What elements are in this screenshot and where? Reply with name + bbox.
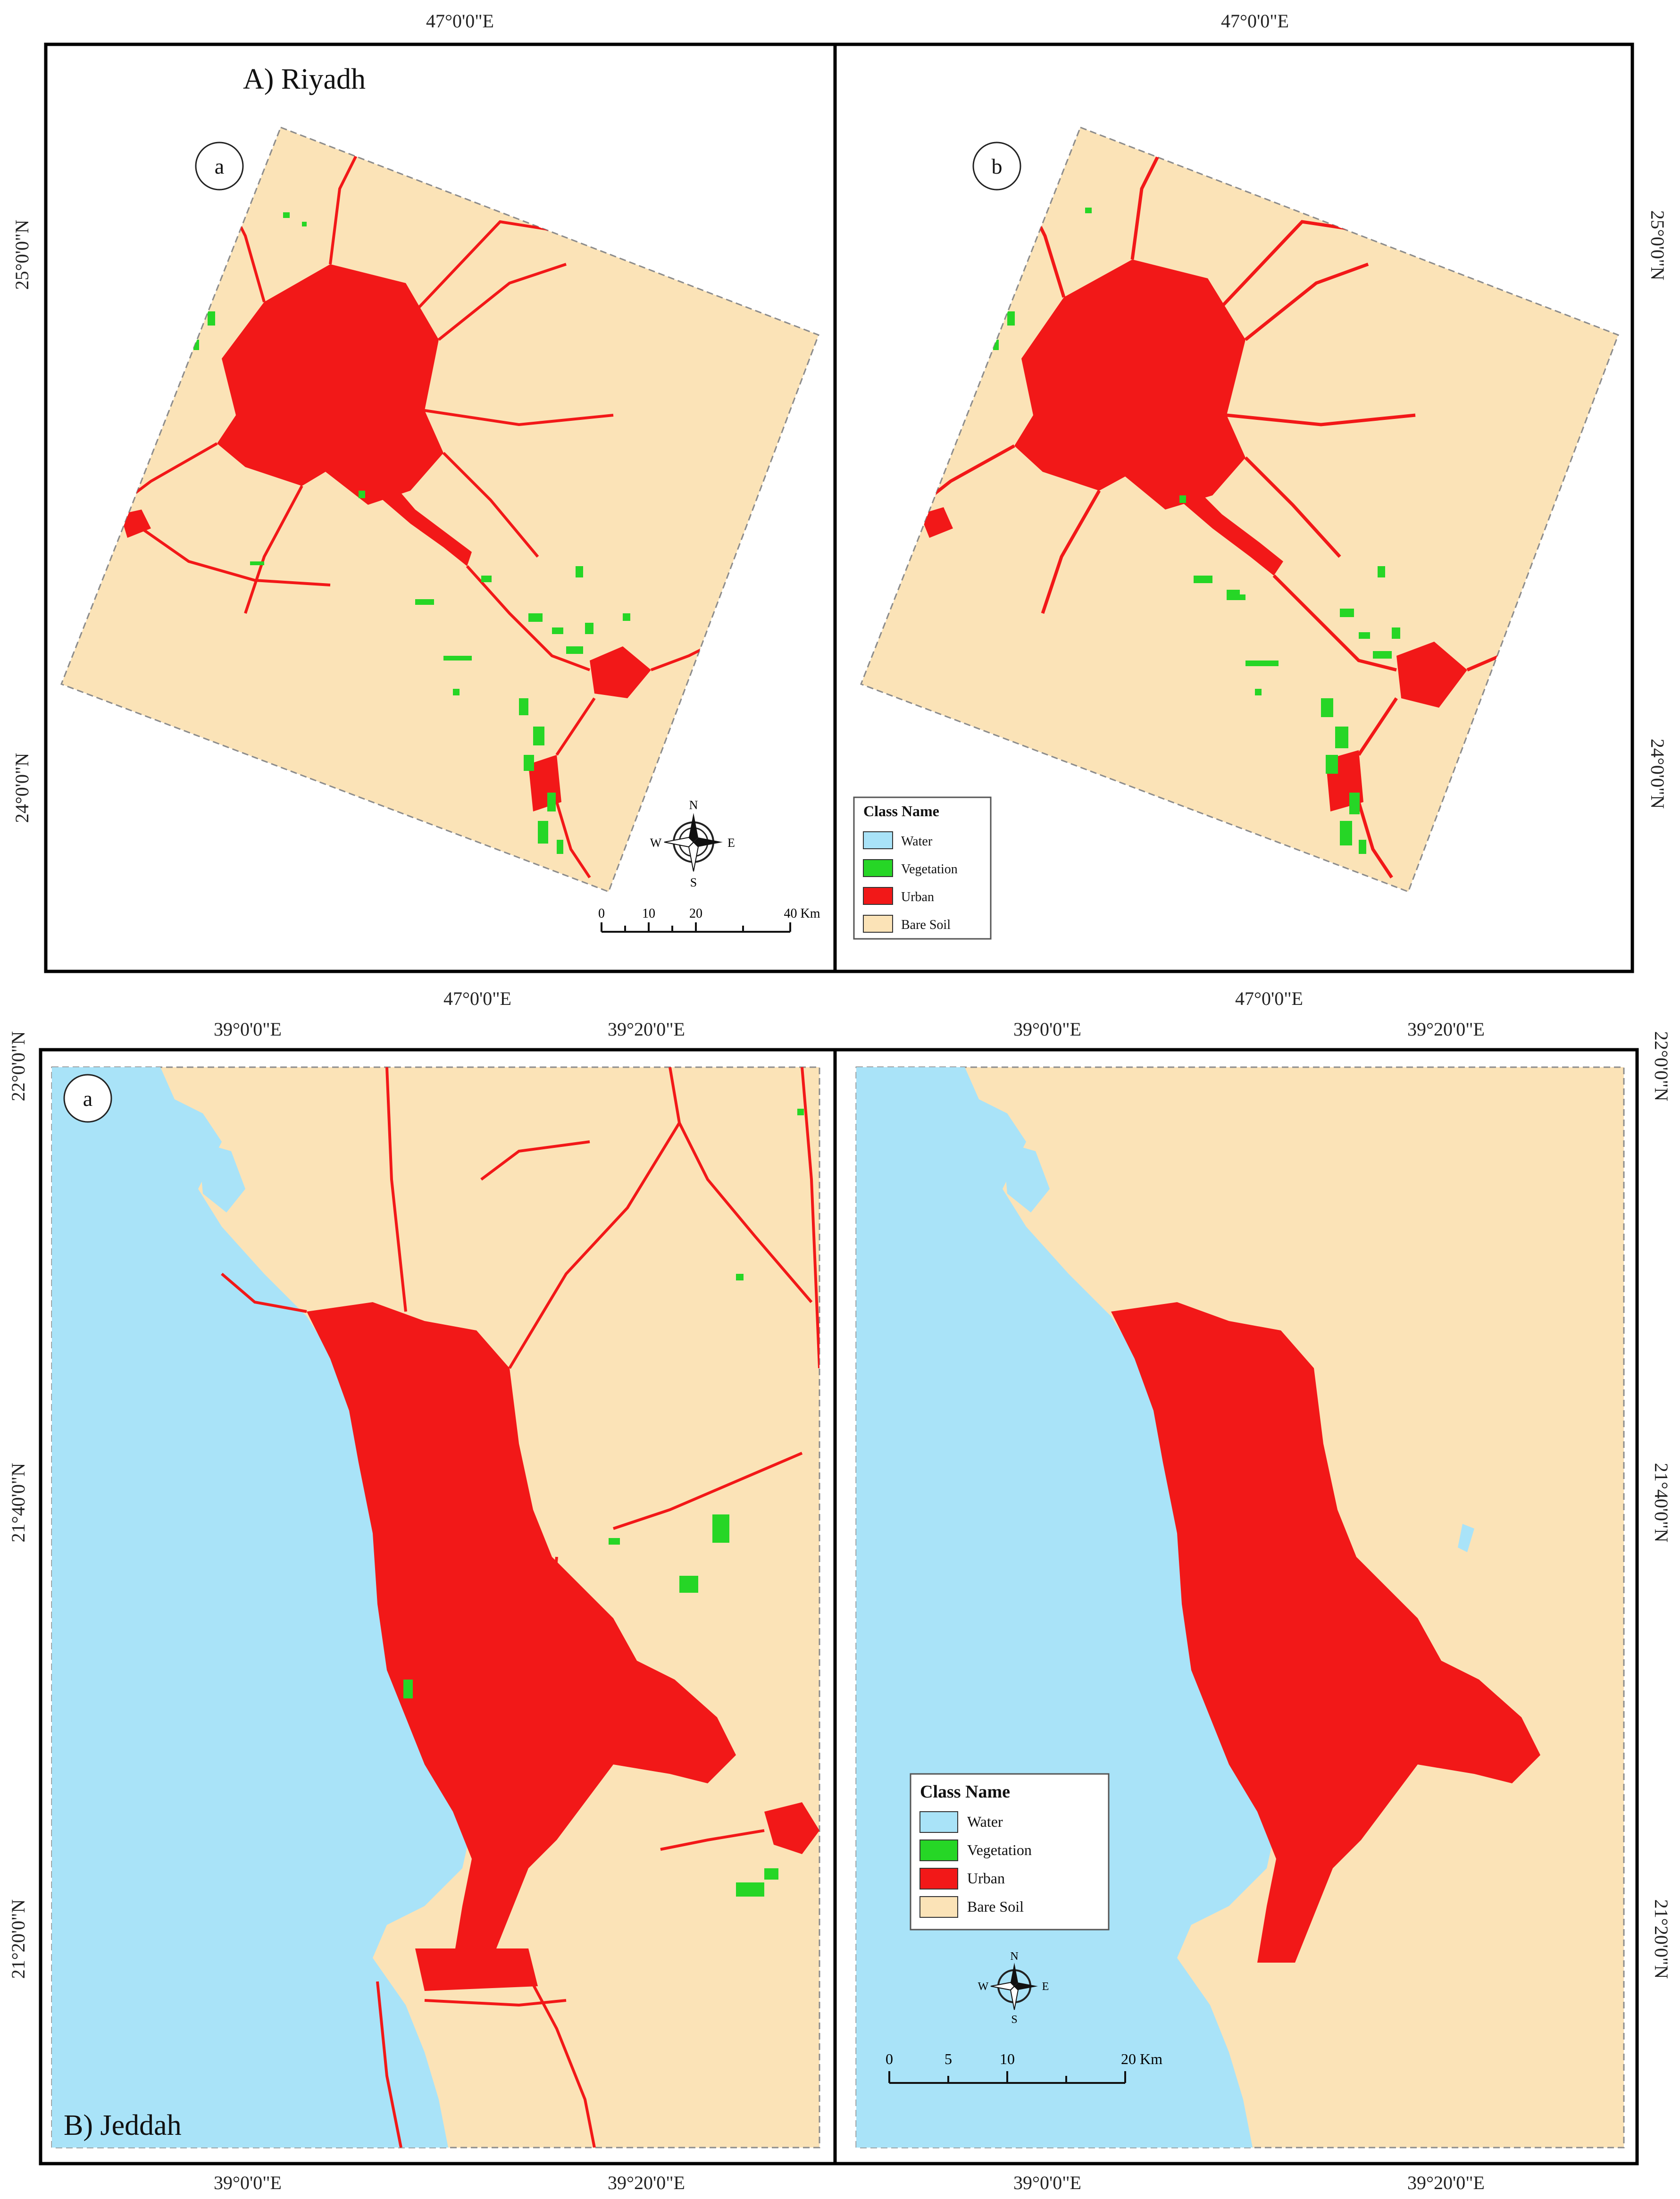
riyadh-compass-s: S: [690, 876, 697, 889]
riyadh-map-b: b: [860, 126, 1619, 893]
jeddah-label-circle-a: [63, 1074, 112, 1123]
riyadh-lat-upper-right: 25°0'0"N: [1647, 210, 1668, 280]
riyadh-lon-top-left: 47°0'0"E: [426, 10, 494, 32]
jeddah-lon-bottom-2: 39°20'0"E: [608, 2172, 685, 2193]
jeddah-compass-w: W: [978, 1981, 989, 1993]
jeddah-label-a: a: [83, 1087, 92, 1111]
jeddah-legend-vegetation: Vegetation: [967, 1841, 1032, 1858]
riyadh-vegetation-a: [193, 212, 630, 854]
jeddah-legend-water: Water: [967, 1813, 1003, 1830]
jeddah-legend-bare-soil: Bare Soil: [967, 1898, 1024, 1915]
jeddah-scale-10: 10: [1000, 2050, 1015, 2067]
riyadh-label-circle-b: [972, 142, 1021, 191]
riyadh-label-a: a: [215, 154, 224, 178]
jeddah-lon-bottom-4: 39°20'0"E: [1407, 2172, 1485, 2193]
riyadh-lat-lower-right: 24°0'0"N: [1647, 739, 1668, 809]
riyadh-scale-10: 10: [642, 906, 655, 921]
jeddah-map-a: a B) Jeddah: [51, 1066, 820, 2149]
riyadh-vegetation-b: [993, 208, 1400, 854]
jeddah-legend-swatch-vegetation: [919, 1839, 958, 1861]
riyadh-urban-b: [895, 150, 1530, 878]
jeddah-lon-top-3: 39°0'0"E: [1013, 1019, 1081, 1040]
riyadh-scale-0: 0: [598, 906, 605, 921]
jeddah-lon-top-1: 39°0'0"E: [214, 1019, 282, 1040]
jeddah-panel: 39°0'0"E 39°20'0"E 39°0'0"E 39°20'0"E 39…: [8, 1019, 1672, 2193]
jeddah-scale-0: 0: [886, 2050, 893, 2067]
jeddah-legend: Class Name Water Vegetation Urban Bare S…: [910, 1773, 1110, 1931]
jeddah-legend-swatch-water: [919, 1811, 958, 1833]
riyadh-legend-urban: Urban: [901, 890, 934, 904]
jeddah-vegetation-a: [403, 1109, 804, 1897]
riyadh-frame-b: [833, 42, 1634, 973]
riyadh-compass-n: N: [689, 798, 698, 812]
jeddah-lon-bottom-1: 39°0'0"E: [214, 2172, 282, 2193]
riyadh-lon-bottom-left: 47°0'0"E: [443, 988, 511, 1009]
jeddah-frame-b: [833, 1048, 1639, 2166]
riyadh-lat-lower-left: 24°0'0"N: [11, 753, 33, 823]
jeddah-urban-a: [221, 1067, 819, 2148]
riyadh-compass-w: W: [650, 836, 662, 850]
riyadh-legend-swatch-bare-soil: [863, 915, 893, 933]
riyadh-legend-bare-soil: Bare Soil: [901, 918, 951, 932]
jeddah-compass-n: N: [1010, 1950, 1018, 1963]
riyadh-map-a: a: [60, 126, 819, 893]
jeddah-compass-icon: N S E W: [978, 1950, 1049, 2026]
riyadh-lat-upper-left: 25°0'0"N: [11, 220, 33, 290]
jeddah-legend-urban: Urban: [967, 1870, 1005, 1887]
jeddah-legend-swatch-urban: [919, 1868, 958, 1890]
jeddah-compass-e: E: [1042, 1981, 1049, 1993]
jeddah-lat-right-3: 21°20'0"N: [1651, 1899, 1672, 1979]
jeddah-lat-left-2: 21°40'0"N: [8, 1463, 29, 1542]
riyadh-label-b: b: [992, 154, 1003, 178]
jeddah-lat-right-2: 21°40'0"N: [1651, 1463, 1672, 1542]
riyadh-panel: 47°0'0"E 47°0'0"E 47°0'0"E 47°0'0"E 25°0…: [11, 10, 1668, 1009]
riyadh-compass-e: E: [727, 836, 735, 850]
jeddah-map-b: [855, 1066, 1625, 2149]
riyadh-legend-swatch-vegetation: [863, 859, 893, 877]
riyadh-legend-title: Class Name: [863, 803, 939, 819]
jeddah-lon-top-2: 39°20'0"E: [608, 1019, 685, 1040]
riyadh-label-circle-a: [195, 142, 244, 191]
jeddah-legend-title: Class Name: [920, 1782, 1010, 1802]
jeddah-lon-top-4: 39°20'0"E: [1407, 1019, 1485, 1040]
riyadh-lon-bottom-right: 47°0'0"E: [1235, 988, 1303, 1009]
jeddah-compass-s: S: [1011, 2014, 1017, 2026]
jeddah-scale-20: 20 Km: [1121, 2050, 1162, 2067]
riyadh-legend-swatch-water: [863, 831, 893, 849]
jeddah-lat-left-3: 21°20'0"N: [8, 1899, 29, 1979]
riyadh-legend-water: Water: [901, 834, 933, 849]
riyadh-legend-swatch-urban: [863, 887, 893, 905]
riyadh-urban-a: [93, 150, 718, 878]
jeddah-title: B) Jeddah: [64, 2109, 182, 2141]
riyadh-legend-vegetation: Vegetation: [901, 862, 958, 877]
jeddah-scale-bar: [888, 2071, 1126, 2084]
jeddah-lat-right-1: 22°0'0"N: [1651, 1031, 1672, 1101]
jeddah-urban-b: [1111, 1302, 1540, 1963]
jeddah-lon-bottom-3: 39°0'0"E: [1013, 2172, 1081, 2193]
riyadh-scale-bar: [601, 922, 791, 933]
riyadh-scale-40: 40 Km: [784, 906, 820, 921]
riyadh-title: A) Riyadh: [243, 63, 366, 95]
riyadh-compass-icon: N S E W: [650, 798, 735, 889]
riyadh-lon-top-right: 47°0'0"E: [1221, 10, 1289, 32]
jeddah-water-a: [52, 1067, 472, 2148]
riyadh-scale-20: 20: [689, 906, 702, 921]
jeddah-legend-swatch-bare-soil: [919, 1896, 958, 1918]
jeddah-scale-5: 5: [944, 2050, 952, 2067]
jeddah-lat-left-1: 22°0'0"N: [8, 1031, 29, 1101]
riyadh-legend: Class Name Water Vegetation Urban Bare S…: [853, 796, 992, 940]
